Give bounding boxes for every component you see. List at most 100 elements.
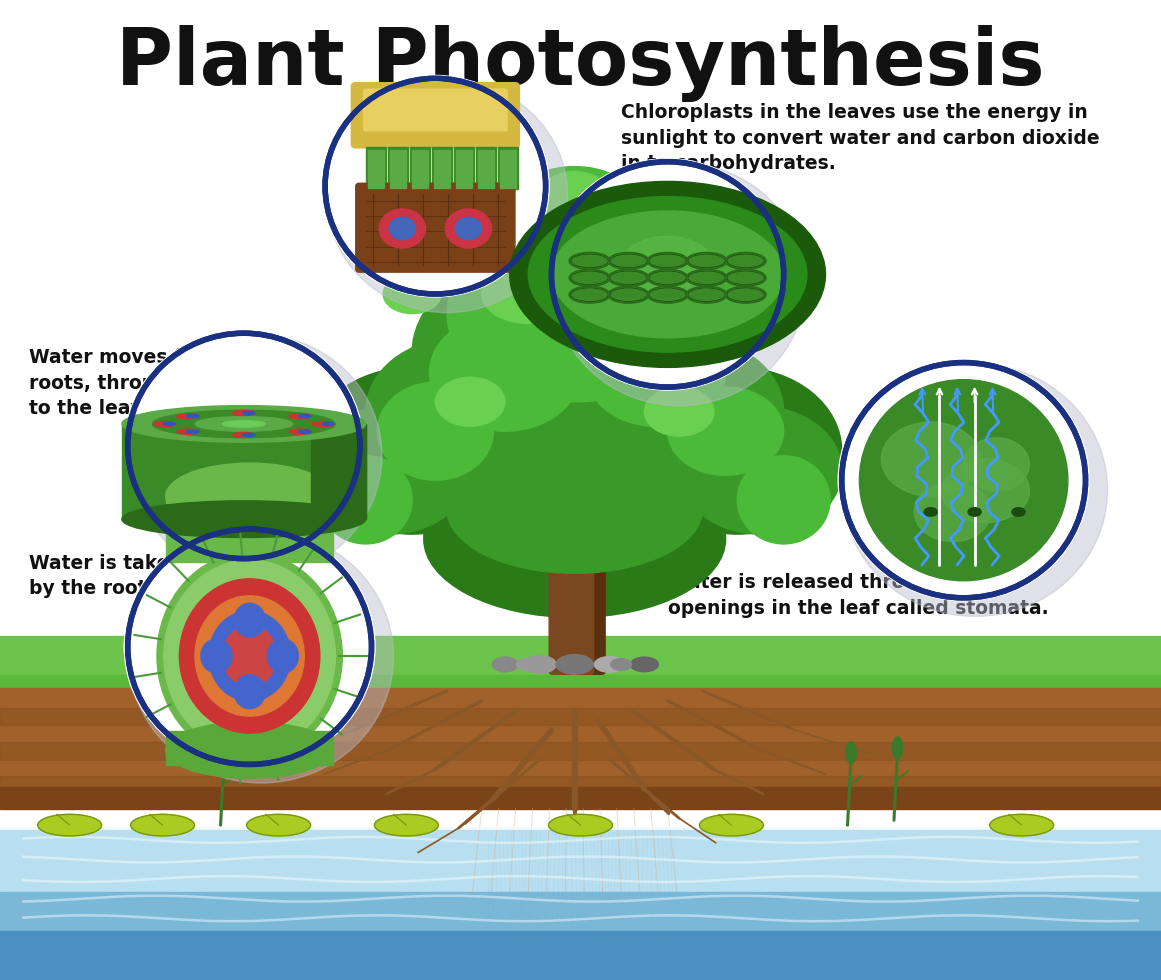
Ellipse shape: [322, 422, 334, 425]
Ellipse shape: [594, 657, 625, 672]
Bar: [311, 424, 366, 519]
Bar: [0, 708, 1161, 725]
Ellipse shape: [366, 338, 551, 485]
Ellipse shape: [569, 286, 610, 303]
Ellipse shape: [267, 639, 298, 673]
Ellipse shape: [153, 421, 175, 426]
Ellipse shape: [571, 288, 608, 302]
Ellipse shape: [377, 382, 493, 480]
Ellipse shape: [843, 364, 1108, 616]
Ellipse shape: [727, 271, 764, 284]
Ellipse shape: [235, 604, 265, 637]
Ellipse shape: [319, 456, 412, 544]
Ellipse shape: [492, 657, 518, 672]
Bar: [166, 496, 333, 562]
Bar: [456, 150, 473, 188]
Bar: [366, 147, 385, 189]
Circle shape: [446, 209, 491, 248]
Ellipse shape: [157, 553, 342, 760]
Ellipse shape: [222, 626, 277, 686]
Bar: [390, 150, 406, 188]
Ellipse shape: [122, 406, 366, 442]
Ellipse shape: [540, 172, 610, 220]
Ellipse shape: [881, 422, 980, 496]
FancyBboxPatch shape: [352, 82, 519, 148]
Ellipse shape: [688, 288, 726, 302]
Ellipse shape: [505, 167, 644, 265]
Ellipse shape: [298, 430, 311, 433]
Ellipse shape: [686, 286, 727, 303]
Ellipse shape: [608, 270, 649, 286]
Ellipse shape: [424, 461, 726, 617]
Bar: [434, 150, 450, 188]
Bar: [498, 147, 518, 189]
Ellipse shape: [964, 438, 1030, 491]
Ellipse shape: [430, 314, 580, 431]
Bar: [500, 150, 517, 188]
FancyBboxPatch shape: [355, 183, 515, 272]
Ellipse shape: [164, 560, 336, 752]
Bar: [122, 424, 366, 519]
Ellipse shape: [553, 163, 806, 406]
Ellipse shape: [524, 656, 556, 673]
Ellipse shape: [569, 253, 610, 270]
Ellipse shape: [548, 159, 787, 390]
Bar: [0, 892, 1161, 980]
Ellipse shape: [859, 379, 1068, 581]
Bar: [0, 787, 1161, 808]
Ellipse shape: [298, 415, 311, 417]
Ellipse shape: [989, 814, 1054, 836]
Ellipse shape: [688, 254, 726, 268]
Ellipse shape: [187, 415, 199, 417]
Ellipse shape: [447, 446, 702, 573]
Text: Water is taken in
by the roots.: Water is taken in by the roots.: [29, 554, 209, 599]
Text: Water moves from the
roots, through the stem
to the leaves.: Water moves from the roots, through the …: [29, 348, 282, 418]
Ellipse shape: [470, 186, 679, 323]
Bar: [0, 931, 1161, 980]
Ellipse shape: [644, 387, 714, 436]
Ellipse shape: [289, 414, 311, 418]
Ellipse shape: [510, 181, 825, 368]
Bar: [368, 150, 384, 188]
Ellipse shape: [243, 433, 254, 436]
Ellipse shape: [686, 270, 727, 286]
Bar: [478, 150, 495, 188]
Ellipse shape: [608, 253, 649, 270]
Ellipse shape: [726, 270, 766, 286]
Ellipse shape: [610, 271, 647, 284]
Ellipse shape: [517, 659, 540, 670]
Ellipse shape: [209, 611, 290, 701]
Ellipse shape: [308, 407, 470, 534]
Ellipse shape: [243, 412, 254, 415]
Ellipse shape: [401, 270, 749, 514]
Ellipse shape: [968, 508, 981, 516]
Bar: [0, 742, 1161, 760]
Ellipse shape: [688, 271, 726, 284]
Ellipse shape: [727, 254, 764, 268]
Bar: [432, 147, 452, 189]
Ellipse shape: [571, 271, 608, 284]
Ellipse shape: [235, 675, 265, 709]
Ellipse shape: [122, 501, 366, 537]
Circle shape: [455, 218, 482, 240]
Ellipse shape: [668, 387, 784, 475]
Ellipse shape: [569, 270, 610, 286]
Ellipse shape: [176, 414, 199, 418]
Ellipse shape: [571, 254, 608, 268]
Ellipse shape: [131, 814, 195, 836]
FancyBboxPatch shape: [549, 526, 593, 674]
Ellipse shape: [610, 254, 647, 268]
Ellipse shape: [598, 338, 784, 485]
Ellipse shape: [129, 530, 394, 783]
Ellipse shape: [914, 482, 991, 542]
FancyBboxPatch shape: [363, 89, 507, 130]
Bar: [454, 147, 474, 189]
Ellipse shape: [586, 318, 726, 426]
Ellipse shape: [726, 286, 766, 303]
Ellipse shape: [246, 814, 311, 836]
Ellipse shape: [218, 742, 230, 763]
Ellipse shape: [412, 245, 737, 461]
Bar: [0, 776, 1161, 794]
Ellipse shape: [326, 79, 568, 313]
Ellipse shape: [610, 288, 647, 302]
